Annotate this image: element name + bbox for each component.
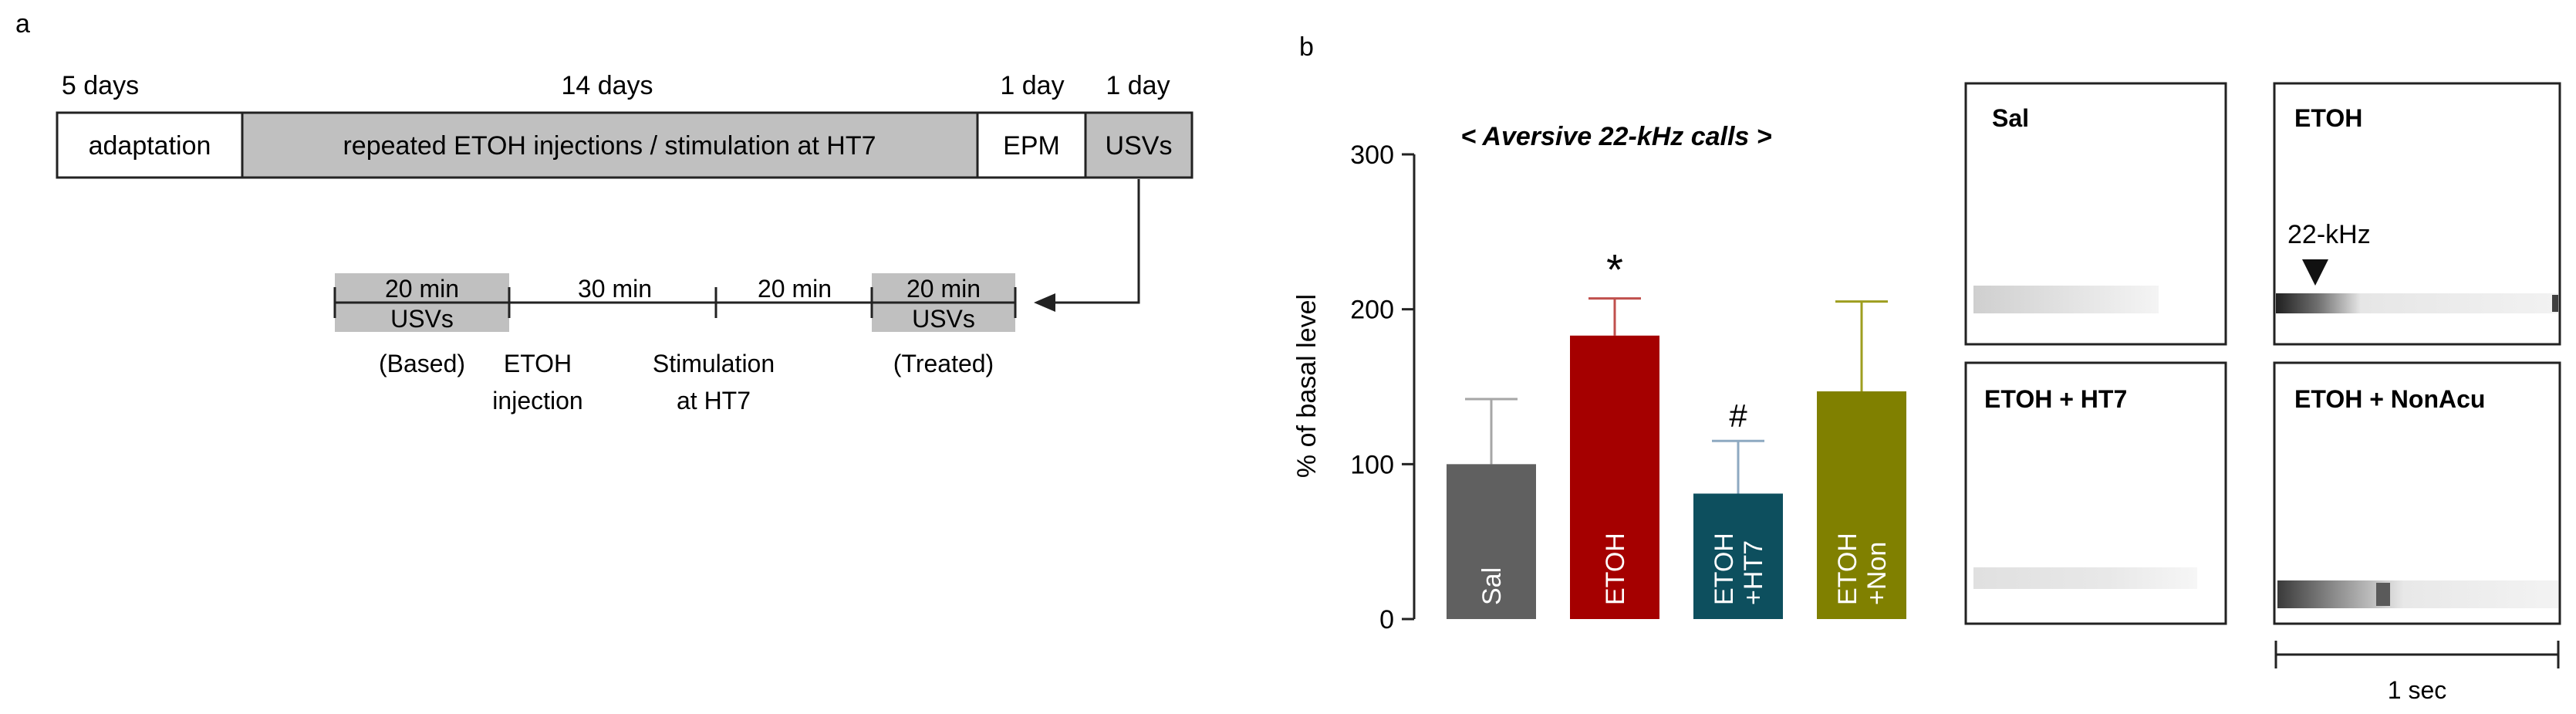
- block-based-line1: 20 min: [385, 275, 459, 303]
- scale-bar: 1 sec: [2274, 641, 2560, 704]
- scale-bar-label: 1 sec: [2388, 676, 2446, 704]
- spectrogram-etoh-ht7-band: [1973, 567, 2197, 589]
- spectrogram-etoh: ETOH 22-kHz: [2273, 82, 2561, 346]
- event-injection-line1: ETOH: [504, 350, 572, 377]
- bar-2: [1693, 493, 1783, 619]
- significance-marker: *: [1606, 245, 1623, 294]
- bar-3: [1817, 391, 1906, 619]
- gap-30min: 30 min: [578, 275, 652, 303]
- spectrogram-etoh-band: [2276, 293, 2558, 313]
- y-tick-label: 300: [1350, 140, 1394, 170]
- y-tick-label: 0: [1379, 605, 1394, 634]
- bars: Sal ETOH*ETOH +HT7#ETOH +Non: [1447, 245, 1906, 619]
- spectrogram-sal: Sal: [1964, 82, 2227, 346]
- bar-chart: < Aversive 22-kHz calls > % of basal lev…: [1292, 122, 1906, 634]
- phase-epm-label: EPM: [1003, 131, 1060, 161]
- spectrogram-sal-band: [1973, 286, 2159, 313]
- block-treated-line1: 20 min: [906, 275, 981, 303]
- block-based-note: (Based): [379, 350, 465, 377]
- gap-20min: 20 min: [758, 275, 832, 303]
- panel-b-label: b: [1299, 32, 1314, 62]
- duration-usvs: 1 day: [1106, 71, 1170, 100]
- event-stimulation-line1: Stimulation: [653, 350, 775, 377]
- bar-category-label: +HT7: [1739, 540, 1768, 605]
- panel-a-label: a: [15, 9, 30, 39]
- spectrogram-etoh-nonacu-band: [2277, 580, 2558, 608]
- phase-bar: adaptation repeated ETOH injections / st…: [56, 111, 1193, 179]
- phase-epm: [976, 111, 1087, 179]
- spectrogram-etoh-ht7-title: ETOH + HT7: [1984, 385, 2127, 413]
- spectrogram-etoh-nonacu-frame: [2273, 361, 2561, 625]
- connector-arrow: [1034, 179, 1140, 312]
- y-tick-label: 100: [1350, 450, 1394, 479]
- phase-adaptation: [56, 111, 244, 179]
- y-ticks: 0 100 200 300: [1350, 140, 1414, 634]
- block-treated-line2: USVs: [912, 305, 975, 333]
- event-injection-line2: injection: [492, 387, 582, 415]
- phase-repeated-label: repeated ETOH injections / stimulation a…: [343, 131, 876, 161]
- spectrogram-etoh-ht7: ETOH + HT7: [1964, 361, 2227, 625]
- duration-repeated: 14 days: [561, 71, 653, 100]
- spectrogram-sal-title: Sal: [1992, 104, 2029, 132]
- bar-category-label: Sal: [1477, 567, 1507, 605]
- spectrogram-etoh-edge-mark: [2552, 295, 2558, 312]
- significance-marker: #: [1729, 398, 1747, 434]
- phase-repeated: [241, 111, 979, 179]
- spectrogram-etoh-nonacu: ETOH + NonAcu: [2273, 361, 2561, 625]
- triangle-marker-icon: [2302, 259, 2328, 286]
- bar-category-label: +Non: [1862, 542, 1892, 605]
- bar-category-label: ETOH: [1710, 533, 1739, 605]
- spectrogram-etoh-annotation: 22-kHz: [2287, 220, 2371, 249]
- phase-adaptation-label: adaptation: [89, 131, 211, 161]
- bar-category-label: ETOH: [1601, 533, 1630, 605]
- chart-title: < Aversive 22-kHz calls >: [1460, 122, 1771, 151]
- spectrogram-etoh-nonacu-burst: [2376, 583, 2390, 606]
- spectrogram-etoh-nonacu-title: ETOH + NonAcu: [2294, 385, 2485, 413]
- block-based-line2: USVs: [390, 305, 454, 333]
- duration-adaptation: 5 days: [62, 71, 139, 100]
- phase-usvs: [1084, 111, 1193, 179]
- bar-category-label: ETOH: [1833, 533, 1862, 605]
- event-stimulation-line2: at HT7: [677, 387, 751, 415]
- bar-0: [1447, 464, 1536, 619]
- bar-1: [1570, 335, 1659, 619]
- y-tick-label: 200: [1350, 296, 1394, 325]
- phase-usvs-label: USVs: [1106, 131, 1173, 161]
- y-axis-label: % of basal level: [1292, 294, 1322, 478]
- spectrogram-etoh-title: ETOH: [2294, 104, 2362, 132]
- duration-epm: 1 day: [1000, 71, 1064, 100]
- usv-timeline: 20 min USVs (Based) 30 min ETOH injectio…: [333, 273, 1017, 415]
- block-treated-note: (Treated): [893, 350, 994, 377]
